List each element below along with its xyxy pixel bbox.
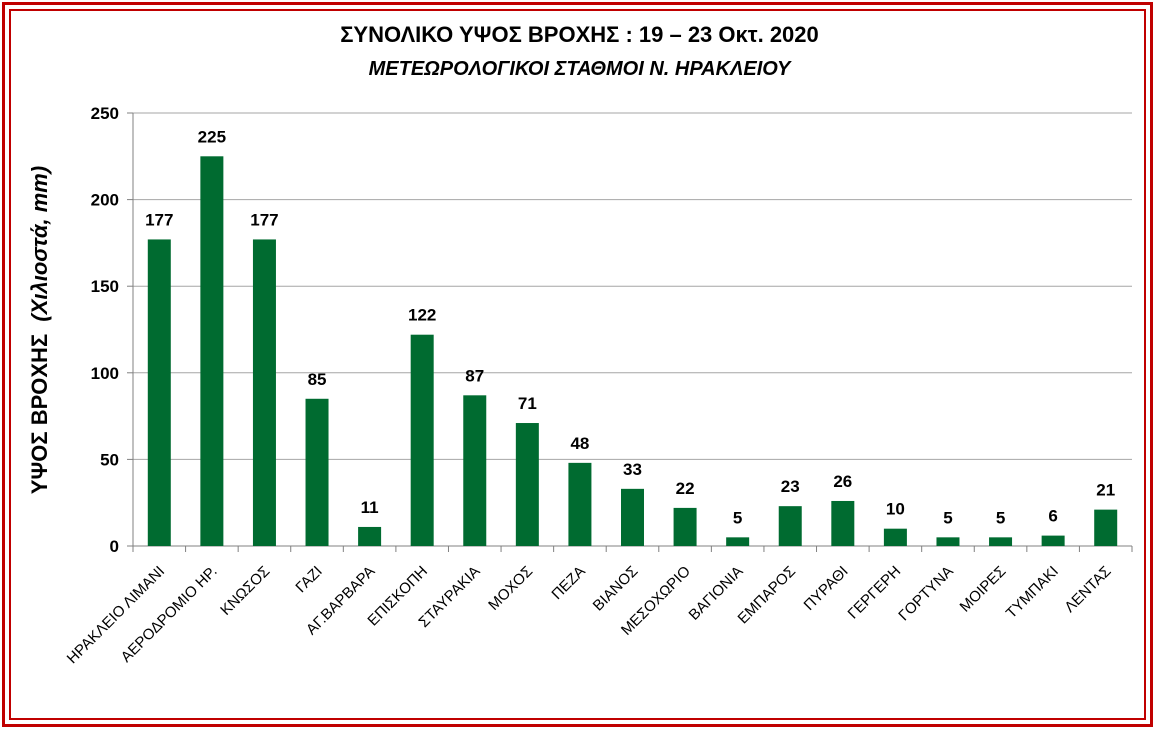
y-tick-label: 0 bbox=[110, 537, 119, 556]
data-label: 23 bbox=[781, 477, 800, 496]
data-label: 5 bbox=[943, 508, 952, 527]
bar bbox=[147, 239, 171, 546]
chart-subtitle: ΜΕΤΕΩΡΟΛΟΓΙΚΟΙ ΣΤΑΘΜΟΙ Ν. ΗΡΑΚΛΕΙΟΥ bbox=[368, 58, 791, 80]
data-label: 22 bbox=[676, 479, 695, 498]
y-tick-label: 200 bbox=[91, 191, 119, 210]
y-tick-label: 250 bbox=[91, 104, 119, 123]
data-label: 85 bbox=[308, 370, 327, 389]
category-label: ΜΟΙΡΕΣ bbox=[957, 563, 1010, 616]
category-label: ΠΥΡΑΘΙ bbox=[801, 563, 852, 614]
y-tick-label: 50 bbox=[100, 450, 119, 469]
category-label: ΑΕΡΟΔΡΟΜΙΟ ΗΡ. bbox=[118, 563, 221, 666]
category-label: ΚΝΩΣΟΣ bbox=[217, 563, 273, 619]
category-label: ΜΟΧΟΣ bbox=[485, 563, 536, 614]
category-label: ΓΑΖΙ bbox=[292, 563, 325, 596]
data-label: 10 bbox=[886, 500, 905, 519]
category-label: ΓΟΡΤΥΝΑ bbox=[895, 563, 956, 624]
data-label: 5 bbox=[733, 508, 742, 527]
bar bbox=[726, 537, 750, 546]
y-tick-label: 100 bbox=[91, 364, 119, 383]
category-label: ΛΕΝΤΑΣ bbox=[1061, 563, 1114, 616]
bar bbox=[358, 526, 382, 546]
bar bbox=[831, 500, 855, 546]
data-label: 87 bbox=[465, 366, 484, 385]
bar bbox=[200, 156, 224, 547]
data-label: 21 bbox=[1096, 481, 1115, 500]
data-label: 11 bbox=[361, 498, 379, 517]
data-label: 6 bbox=[1048, 507, 1057, 526]
bar bbox=[1041, 535, 1065, 546]
data-label: 33 bbox=[623, 460, 642, 479]
data-label: 225 bbox=[198, 127, 226, 146]
bar bbox=[252, 239, 276, 546]
data-label: 26 bbox=[833, 472, 852, 491]
inner-frame bbox=[9, 9, 1146, 720]
category-label: ΒΙΑΝΟΣ bbox=[590, 563, 642, 615]
bar bbox=[778, 506, 802, 546]
bar bbox=[1094, 509, 1118, 546]
chart-title: ΣΥΝΟΛΙΚΟ ΥΨΟΣ ΒΡΟΧΗΣ : 19 – 23 Οκτ. 2020 bbox=[340, 22, 819, 47]
bar bbox=[673, 507, 697, 546]
data-label: 177 bbox=[250, 210, 278, 229]
data-label: 177 bbox=[145, 210, 173, 229]
data-label: 122 bbox=[408, 306, 436, 325]
data-label: 5 bbox=[996, 508, 1005, 527]
bar bbox=[410, 334, 434, 546]
bar bbox=[621, 488, 644, 546]
bar bbox=[568, 462, 592, 546]
bar bbox=[515, 423, 539, 546]
bar bbox=[305, 398, 329, 546]
category-label: ΗΡΑΚΛΕΙΟ ΛΙΜΑΝΙ bbox=[64, 563, 168, 667]
data-label: 71 bbox=[518, 394, 537, 413]
category-label: ΠΕΖΑ bbox=[548, 563, 588, 603]
category-label: ΕΜΠΑΡΟΣ bbox=[735, 563, 800, 628]
data-label: 48 bbox=[570, 434, 589, 453]
bar bbox=[936, 537, 960, 546]
category-label: ΤΥΜΠΑΚΙ bbox=[1003, 563, 1062, 622]
bar bbox=[883, 528, 907, 546]
bar bbox=[989, 537, 1013, 546]
y-tick-label: 150 bbox=[91, 277, 119, 296]
bar bbox=[463, 395, 487, 546]
